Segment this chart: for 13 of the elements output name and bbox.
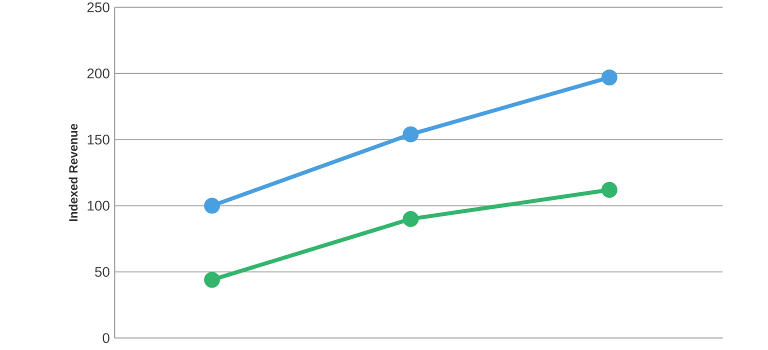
y-tick-label: 100 <box>88 200 110 211</box>
y-tick-label: 150 <box>88 134 110 145</box>
point <box>601 69 618 86</box>
point <box>204 272 220 288</box>
y-axis-title: Indexed Revenue <box>68 124 78 222</box>
point <box>402 126 419 142</box>
y-tick-label: 0 <box>102 333 110 343</box>
point <box>204 198 220 214</box>
y-tick-label: 200 <box>87 68 110 78</box>
y-tick-label: 250 <box>87 2 110 12</box>
point <box>601 182 618 198</box>
point <box>402 210 419 227</box>
y-tick-label: 50 <box>95 266 110 277</box>
